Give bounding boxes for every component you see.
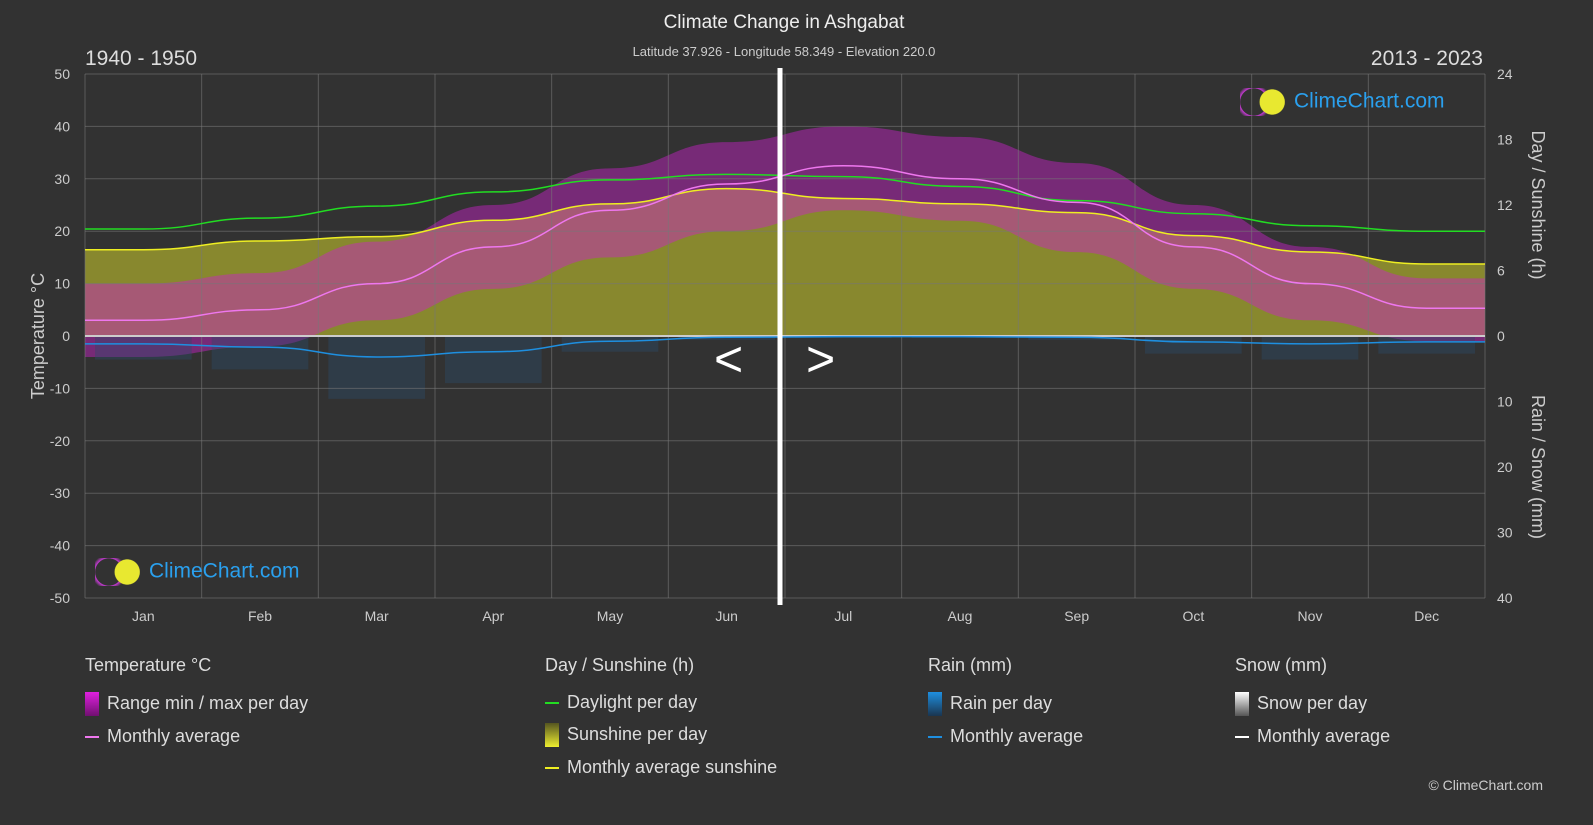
rain-bar: [211, 336, 309, 370]
sunshine-avg-line: [85, 187, 1485, 265]
y-left-tick: 20: [54, 223, 70, 239]
x-tick: Aug: [948, 608, 973, 624]
temperature-avg-line: [85, 164, 1485, 322]
legend-item: Daylight per day: [567, 692, 698, 712]
x-tick: Jul: [834, 608, 852, 624]
y-left-tick: -50: [50, 590, 70, 606]
daylight-swatch: [545, 702, 559, 705]
y-right-bottom-label: Rain / Snow (mm): [1528, 395, 1548, 539]
x-tick: Dec: [1414, 608, 1439, 624]
next-button[interactable]: >: [806, 331, 836, 387]
rain-swatch: [928, 692, 942, 716]
logo-bottom: ClimeChart.com: [95, 558, 300, 586]
copyright: © ClimeChart.com: [1428, 777, 1543, 793]
x-tick: May: [597, 608, 623, 624]
y-left-tick: 40: [54, 118, 70, 134]
y-left-tick: 50: [54, 66, 70, 82]
sunshine-avg-swatch: [545, 767, 559, 770]
x-tick: Feb: [248, 608, 272, 624]
x-tick: Oct: [1182, 608, 1204, 624]
chart-subtitle: Latitude 37.926 - Longitude 58.349 - Ele…: [632, 44, 936, 59]
rain-avg-line: [85, 335, 1485, 358]
x-tick: Mar: [365, 608, 389, 624]
y-left-tick: -10: [50, 380, 70, 396]
logo-text: ClimeChart.com: [149, 559, 300, 583]
y-right-top-tick: 0: [1497, 328, 1505, 344]
snow-swatch: [1235, 692, 1249, 716]
legend-snow: Snow (mm) Snow per day Monthly average: [1235, 655, 1390, 747]
rain-bar: [328, 336, 425, 399]
y-right-bottom-tick: 30: [1497, 525, 1513, 541]
y-left-label: Temperature °C: [28, 273, 48, 399]
sunshine-swatch: [545, 723, 559, 747]
x-tick: Jun: [715, 608, 738, 624]
prev-button[interactable]: <: [714, 331, 744, 387]
rain-bar: [445, 336, 542, 384]
y-left-tick: 10: [54, 276, 70, 292]
y-right-top-label: Day / Sunshine (h): [1528, 130, 1548, 279]
legend-item: Range min / max per day: [107, 692, 309, 713]
rain-avg-swatch: [928, 736, 942, 739]
y-right-bottom-tick: 10: [1497, 394, 1513, 410]
rain-bar: [1145, 336, 1242, 354]
y-left-tick: -20: [50, 433, 70, 449]
legend-sun: Day / Sunshine (h) Daylight per day Suns…: [545, 655, 777, 778]
y-left-tick: -30: [50, 485, 70, 501]
rain-bar: [561, 336, 659, 352]
legend-item: Sunshine per day: [567, 723, 708, 744]
legend-item: Monthly average: [1257, 726, 1391, 746]
legend-title: Rain (mm): [928, 655, 1012, 675]
legend-title: Temperature °C: [85, 655, 212, 675]
logo-icon: [95, 558, 141, 586]
legend-item: Monthly average sunshine: [567, 757, 778, 777]
range-swatch: [85, 692, 99, 716]
rain-bar: [1261, 336, 1359, 360]
y-left-tick: 30: [54, 171, 70, 187]
legend-item: Snow per day: [1257, 692, 1368, 713]
legend-temperature: Temperature °C Range min / max per day M…: [85, 655, 308, 747]
legend-title: Snow (mm): [1235, 655, 1328, 675]
y-left-tick: 0: [62, 328, 70, 344]
y-right-top-tick: 6: [1497, 263, 1505, 279]
logo-text: ClimeChart.com: [1294, 89, 1445, 113]
x-tick: Jan: [132, 608, 155, 624]
y-right-bottom-tick: 20: [1497, 459, 1513, 475]
chart-title: Climate Change in Ashgabat: [663, 12, 905, 33]
x-tick: Nov: [1298, 608, 1323, 624]
y-right-top-tick: 18: [1497, 132, 1513, 148]
x-tick: Apr: [482, 608, 504, 624]
x-tick: Sep: [1064, 608, 1089, 624]
legend-item: Monthly average: [107, 726, 241, 746]
temp-avg-swatch: [85, 736, 99, 739]
logo-top: ClimeChart.com: [1240, 88, 1445, 116]
y-right-bottom-tick: 40: [1497, 590, 1513, 606]
y-left-tick: -40: [50, 538, 70, 554]
legend-title: Day / Sunshine (h): [545, 655, 695, 675]
period-right: 2013 - 2023: [1370, 47, 1483, 70]
y-right-top-tick: 12: [1497, 197, 1513, 213]
legend-item: Rain per day: [950, 692, 1053, 713]
snow-avg-swatch: [1235, 736, 1249, 739]
period-left: 1940 - 1950: [85, 47, 198, 70]
y-right-top-tick: 24: [1497, 66, 1513, 82]
rain-bar: [95, 336, 192, 360]
legend-rain: Rain (mm) Rain per day Monthly average: [928, 655, 1083, 747]
rain-bar: [1378, 336, 1475, 354]
logo-icon: [1240, 88, 1286, 116]
legend-item: Monthly average: [950, 726, 1084, 746]
